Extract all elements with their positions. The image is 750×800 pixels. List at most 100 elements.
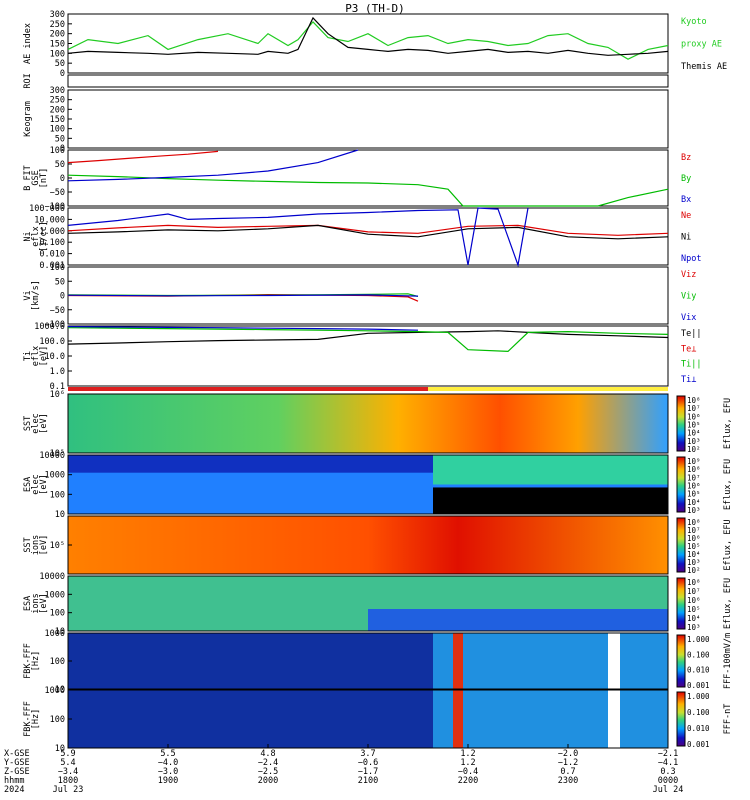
series-line (67, 149, 359, 182)
y-tick-label: 150 (50, 40, 65, 50)
x-tick-label: 3.7 (360, 749, 375, 759)
y-tick-label: 1.000 (39, 227, 65, 237)
fbk_e-data-gap (608, 633, 620, 689)
legend-label: Themis AE (681, 62, 727, 72)
legend-label: Vix (681, 313, 696, 323)
y-tick-label: 100.0 (39, 337, 65, 347)
colorbar-tick: 10⁶ (687, 596, 701, 605)
fbk_b-data-gap (608, 690, 620, 748)
y-tick-label: 10 (55, 744, 65, 754)
x-tick-label: −3.0 (158, 767, 178, 777)
colorbar-tick: 10⁴ (687, 550, 701, 559)
x-tick-label: 2000 (258, 776, 278, 786)
x-tick-label: −4.0 (158, 758, 178, 768)
y-tick-label: 0.001 (39, 261, 65, 271)
colorbar-label: Eflux, EFU (723, 578, 733, 629)
y-axis-label: SST (23, 537, 33, 552)
y-tick-label: 1000.0 (34, 322, 65, 332)
x-tick-label: −2.1 (658, 749, 678, 759)
y-axis-label: B FIT (23, 165, 33, 191)
y-tick-label: 10 (55, 627, 65, 637)
colorbar-tick: 10⁸ (687, 465, 701, 474)
y-tick-label: 100 (50, 490, 65, 500)
y-tick-label: 250 (50, 96, 65, 106)
legend-label: Ne (681, 211, 691, 221)
x-tick-label: 0.7 (560, 767, 575, 777)
y-axis-label: ions (31, 593, 41, 613)
colorbar-tick: 1.000 (687, 692, 710, 701)
y-axis-label: Ti (23, 351, 33, 361)
y-tick-label: 10.0 (45, 352, 65, 362)
x-axis-labels: X-GSEY-GSEZ-GSEhhmm20245.95.4−3.41800Jul… (4, 744, 683, 795)
series-line (67, 330, 669, 345)
x-tick-label: Jul 23 (53, 785, 84, 795)
y-tick-label: 200 (50, 30, 65, 40)
colorbar (676, 395, 686, 452)
y-axis-label: [1/cc] (39, 221, 49, 252)
colorbar-tick: 10⁶ (687, 482, 701, 491)
x-tick-label: −2.5 (258, 767, 278, 777)
series-line (67, 150, 219, 164)
colorbar (676, 456, 686, 513)
y-tick-label: −100 (45, 202, 65, 212)
colorbar-tick: 10³ (687, 437, 701, 446)
y-tick-label: 0 (60, 144, 65, 154)
y-axis-label: Ni (23, 231, 33, 241)
series-line (67, 224, 669, 240)
mode-bar-red (68, 387, 428, 391)
colorbar-tick: 0.100 (687, 708, 710, 717)
colorbar-tick: 10⁴ (687, 429, 701, 438)
x-tick-label: 4.8 (260, 749, 275, 759)
y-tick-label: 0.1 (50, 382, 65, 392)
y-tick-label: 10 (55, 685, 65, 695)
y-tick-label: 100 (50, 609, 65, 619)
series-line (67, 21, 669, 60)
x-tick-label: 1900 (158, 776, 178, 786)
panel-frame (67, 89, 669, 149)
colorbar-tick: 10² (687, 566, 701, 575)
colorbar-tick: 10⁶ (687, 412, 701, 421)
colorbar-tick: 10⁵ (687, 490, 701, 499)
legend-label: Npot (681, 254, 701, 264)
y-tick-label: 100 (50, 715, 65, 725)
y-axis-label: [km/s] (31, 280, 41, 311)
colorbar-tick: 10⁷ (687, 587, 701, 596)
colorbar-tick: 10⁵ (687, 542, 701, 551)
legend-label: Kyoto (681, 17, 707, 27)
y-axis-label: [eV] (39, 593, 49, 613)
colorbar-tick: 10⁴ (687, 614, 701, 623)
x-tick-label: 2100 (358, 776, 378, 786)
x-tick-label: Jul 24 (653, 785, 684, 795)
series-line (67, 16, 669, 56)
y-axis-label: FBK-FFF (23, 643, 33, 679)
y-tick-label: 50 (55, 134, 65, 144)
x-tick-label: 2200 (458, 776, 478, 786)
y-axis-label: elec (31, 474, 41, 494)
y-axis-label: [eV] (39, 413, 49, 433)
series-line (67, 224, 669, 236)
sst-elec-spectrogram (68, 394, 668, 453)
colorbar-tick: 10⁸ (687, 396, 701, 405)
x-tick-label: −2.4 (258, 758, 278, 768)
colorbar-tick: 10⁹ (687, 457, 701, 466)
esa-elec-green-band (433, 455, 668, 485)
y-tick-label: 1000 (45, 629, 65, 639)
legend-label: Viy (681, 292, 696, 302)
x-tick-label: −3.4 (58, 767, 78, 777)
x-axis-row-label: Y-GSE (4, 758, 30, 768)
fbk_e-burst (453, 633, 463, 689)
x-tick-label: 1.2 (460, 758, 475, 768)
colorbar-tick: 0.001 (687, 740, 710, 749)
colorbar-tick: 10² (687, 445, 701, 454)
y-axis-label: eflx (31, 346, 41, 366)
colorbar-tick: 10³ (687, 623, 701, 632)
colorbar-tick: 10⁷ (687, 473, 701, 482)
legend-label: Viz (681, 270, 696, 280)
x-tick-label: 0.3 (660, 767, 675, 777)
y-tick-label: 150 (50, 115, 65, 125)
colorbar-tick: 0.001 (687, 681, 710, 690)
y-tick-label: 100 (50, 49, 65, 59)
y-tick-label: 10000 (39, 572, 65, 582)
colorbar-tick: 10⁸ (687, 518, 701, 527)
y-axis-label: eflx (31, 226, 41, 246)
